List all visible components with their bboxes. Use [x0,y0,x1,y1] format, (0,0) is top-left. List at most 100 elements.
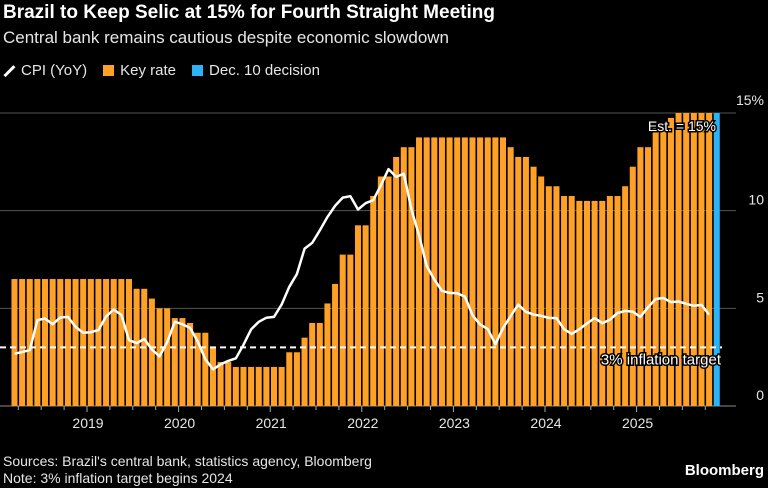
key-rate-bar [148,298,155,406]
key-rate-bar [530,166,537,406]
key-rate-bar [339,254,346,406]
key-rate-bar [515,156,522,406]
footnote: Note: 3% inflation target begins 2024 [3,470,233,486]
key-rate-bar [125,279,132,406]
key-rate-bar [645,147,652,406]
key-rate-bar [271,366,278,406]
key-rate-bar [332,283,339,406]
x-tick-label: 2020 [164,415,195,431]
x-tick-label: 2025 [622,415,653,431]
key-rate-bar [202,332,209,406]
key-rate-bar [469,137,476,406]
key-rate-bar [217,362,224,406]
key-rate-bar [263,366,270,406]
key-rate-bar [500,137,507,406]
legend-label: Dec. 10 decision [209,62,320,79]
y-tick-label: 15% [736,92,764,108]
key-rate-bar [477,137,484,406]
key-rate-bar [683,113,690,406]
key-rate-bar [354,225,361,406]
key-rate-bar [110,279,117,406]
key-rate-bar [385,176,392,406]
key-rate-bar [278,366,285,406]
key-rate-bar [660,127,667,407]
key-rate-bar [316,322,323,406]
key-rate-bar [347,254,354,406]
key-rate-bar [690,113,697,406]
key-rate-bar [522,156,529,406]
key-rate-bar [164,308,171,406]
key-rate-bar [629,166,636,406]
key-rate-bar [95,279,102,406]
key-rate-bar [64,279,71,406]
key-rate-bar [57,279,64,406]
brand-logo: Bloomberg [684,462,764,479]
key-rate-bar [568,196,575,406]
key-rate-bar [309,322,316,406]
legend: CPI (YoY) Key rate Dec. 10 decision [3,62,320,79]
key-rate-bar [324,303,331,406]
key-rate-bar [225,362,232,406]
key-rate-bar [393,156,400,406]
key-rate-bar [377,176,384,406]
key-rate-bar [171,318,178,406]
inflation-target-label: 3% inflation target [601,351,722,368]
y-tick-label: 10 [748,192,764,208]
key-rate-bar [538,176,545,406]
key-rate-bar [49,279,56,406]
key-rate-bar [606,196,613,406]
legend-label: Key rate [120,62,177,79]
key-rate-bar [72,279,79,406]
key-rate-bar [446,137,453,406]
key-rate-bar [103,279,110,406]
key-rate-bar [362,225,369,406]
legend-item-cpi: CPI (YoY) [3,62,87,79]
key-rate-bar [454,137,461,406]
key-rate-bar [42,279,49,406]
key-rate-bar [507,147,514,406]
key-rate-bar [408,147,415,406]
y-tick-label: 0 [756,387,764,403]
key-rate-bar [194,332,201,406]
key-rate-bar [400,147,407,406]
key-rate-bar [622,186,629,406]
key-rate-bar [675,113,682,406]
x-tick-label: 2023 [439,415,470,431]
x-tick-label: 2021 [256,415,287,431]
key-rate-bar [438,137,445,406]
key-rate-bar [248,366,255,406]
key-rate-bar [652,127,659,407]
chart-title: Brazil to Keep Selic at 15% for Fourth S… [3,2,495,23]
key-rate-bar [461,137,468,406]
orange-swatch-icon [103,65,115,76]
key-rate-bar [301,337,308,406]
key-rate-bar [11,279,18,406]
key-rate-bar [26,279,33,406]
x-tick-label: 2024 [530,415,561,431]
key-rate-bar [416,137,423,406]
key-rate-bar [209,347,216,406]
key-rate-bar [423,137,430,406]
key-rate-bar [591,200,598,406]
key-rate-bar [561,196,568,406]
key-rate-bar [706,113,713,406]
key-rate-bar [698,113,705,406]
key-rate-bar [34,279,41,406]
chart-subtitle: Central bank remains cautious despite ec… [3,28,450,47]
key-rate-bar [599,200,606,406]
key-rate-bar [80,279,87,406]
key-rate-bar [637,147,644,406]
legend-item-key-rate: Key rate [103,62,176,79]
key-rate-bar [118,279,125,406]
x-tick-label: 2022 [347,415,378,431]
sources-note: Sources: Brazil's central bank, statisti… [3,453,372,469]
key-rate-bar [667,117,674,406]
key-rate-bar [370,196,377,406]
x-tick-label: 2019 [72,415,103,431]
key-rate-bar [286,352,293,406]
blue-swatch-icon [192,65,204,76]
decision-annotation: Est. = 15% [648,118,716,134]
y-tick-label: 5 [756,289,764,305]
key-rate-bar [133,288,140,406]
plot-area: 0 5 10 15% 2019 2020 2021 2022 2023 2024 2025 3% in… [0,92,764,431]
